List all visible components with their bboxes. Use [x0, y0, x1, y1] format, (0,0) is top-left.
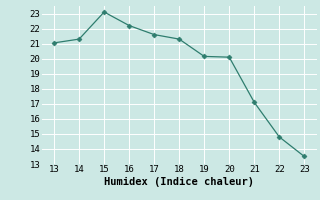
X-axis label: Humidex (Indice chaleur): Humidex (Indice chaleur) — [104, 177, 254, 187]
